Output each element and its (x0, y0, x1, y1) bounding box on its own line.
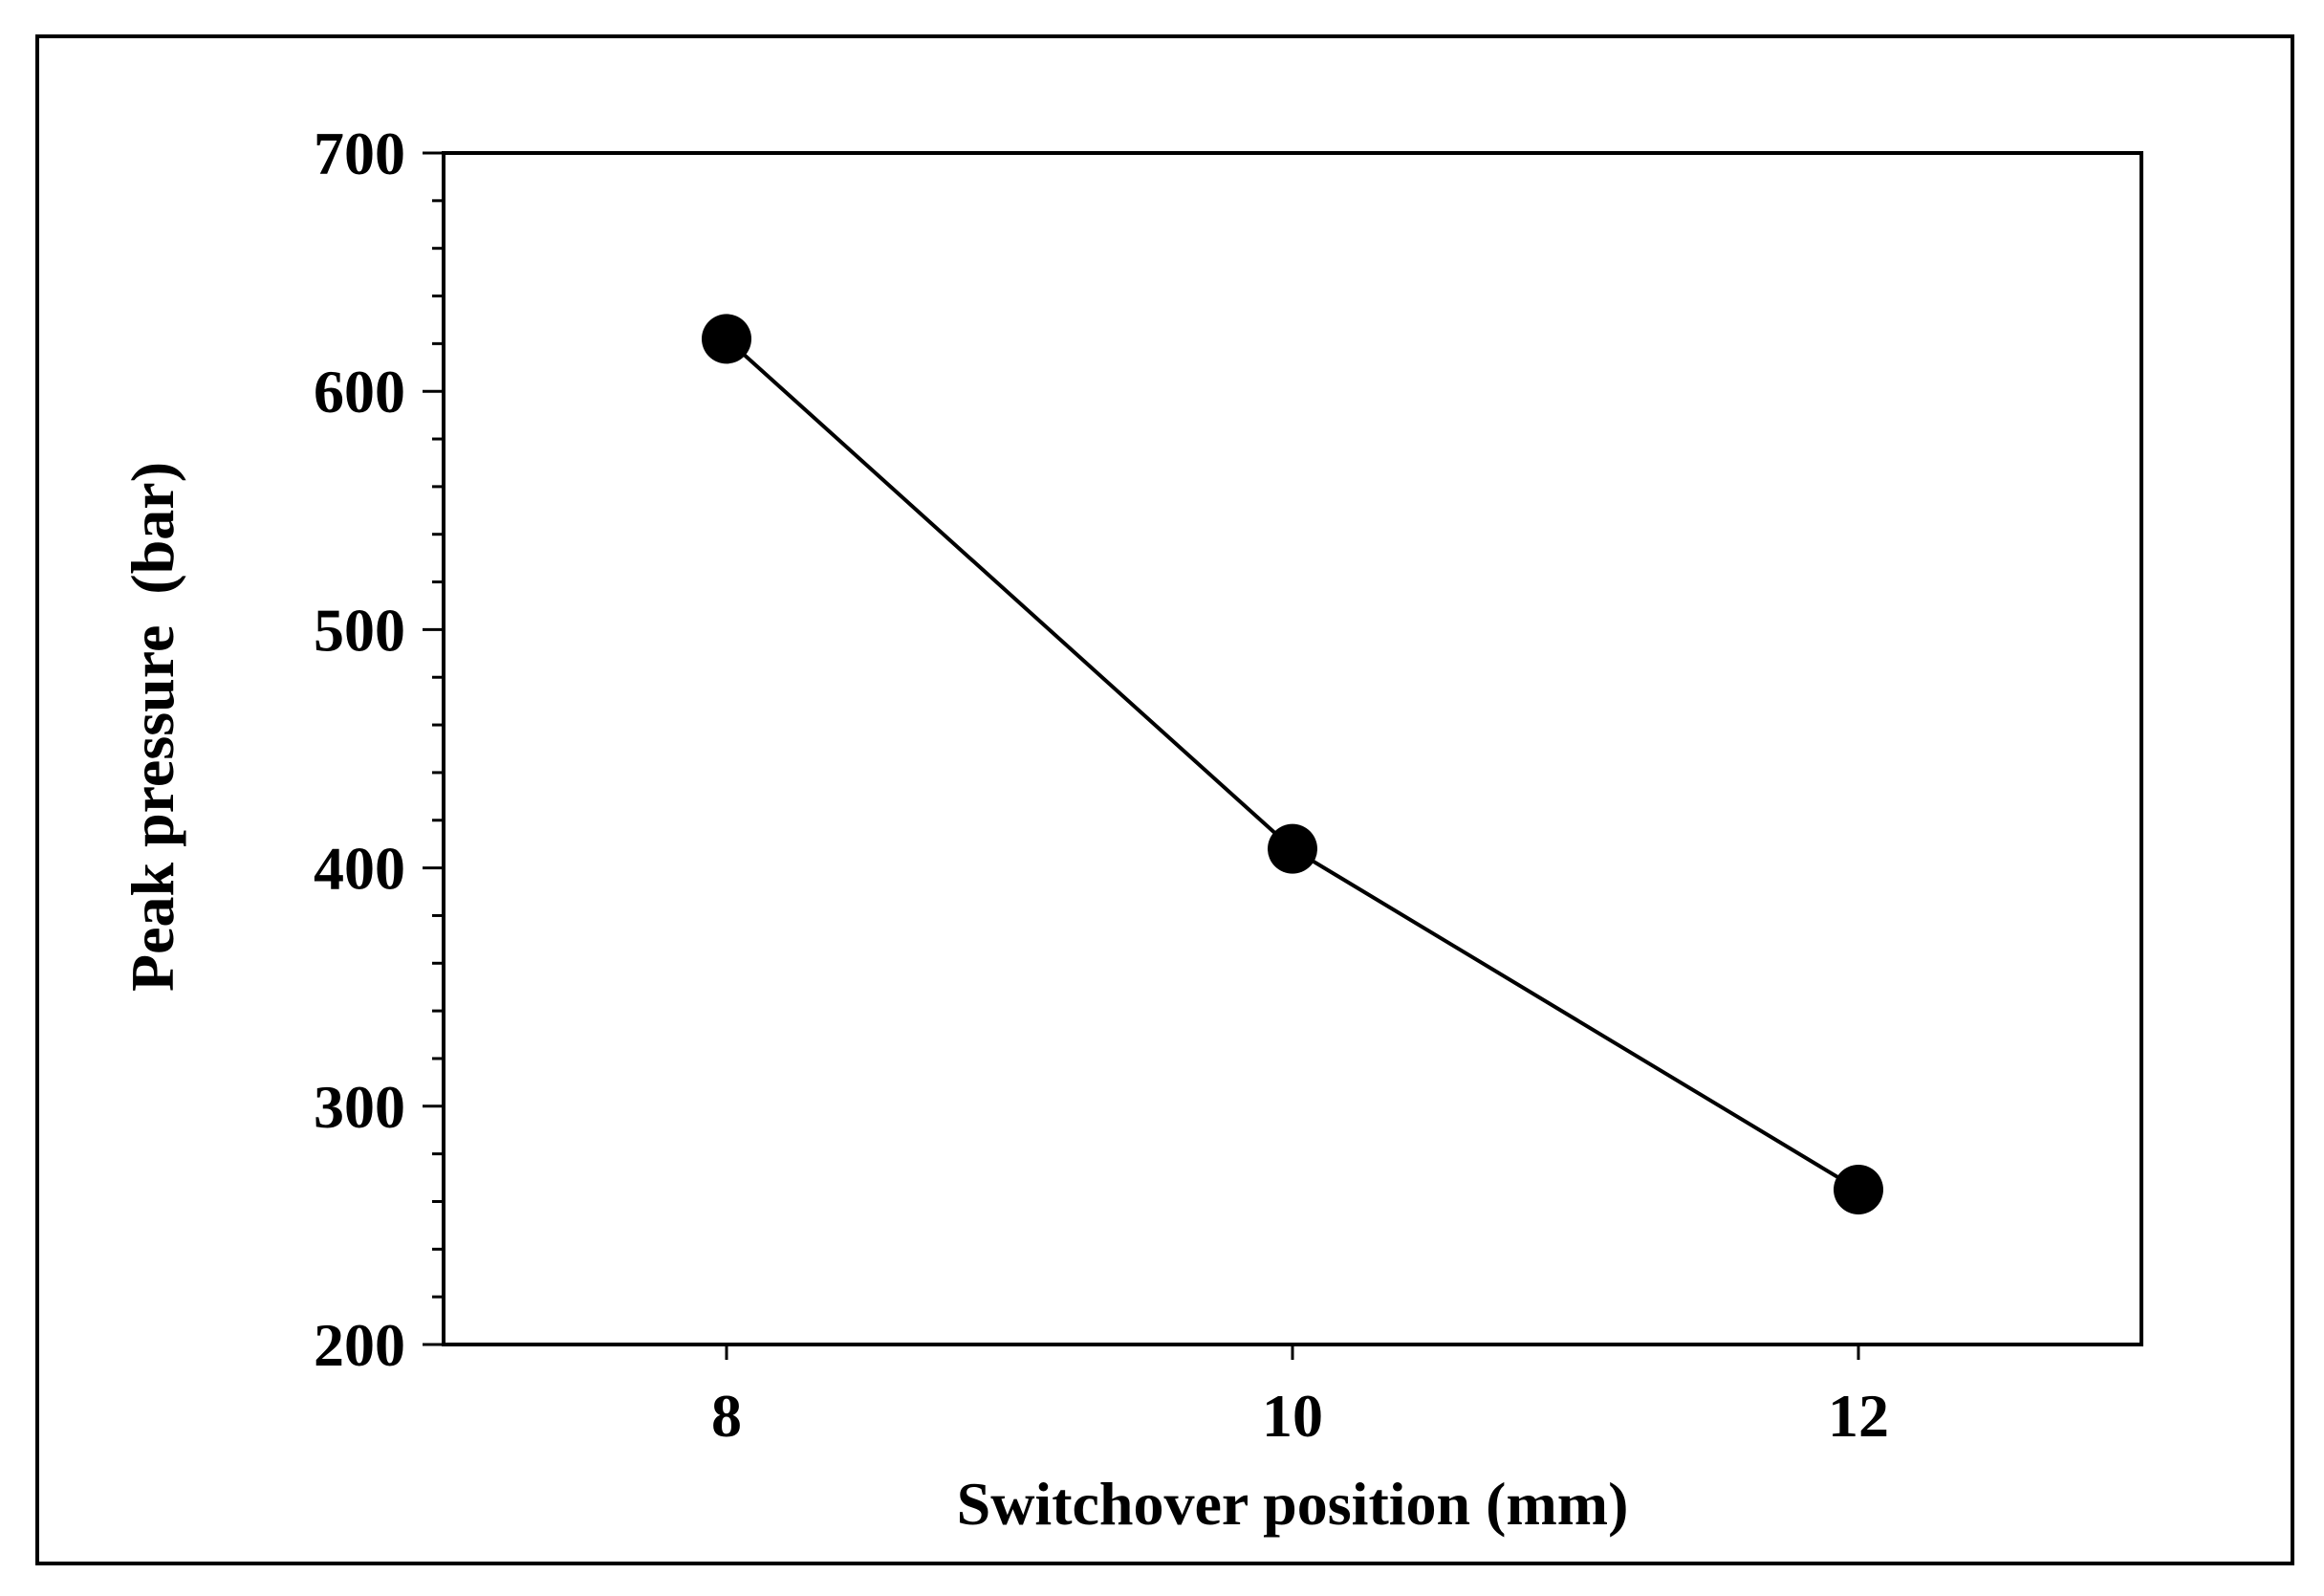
y-tick-label: 400 (314, 835, 405, 903)
plot-area (442, 151, 2143, 1346)
y-axis-title: Peak pressure (bar) (119, 462, 186, 992)
y-axis-ticks (423, 151, 444, 1346)
x-axis-ticks (725, 1345, 1860, 1360)
data-point (1834, 1165, 1883, 1215)
y-tick-label: 700 (314, 120, 405, 187)
x-tick-label: 12 (1828, 1382, 1889, 1450)
chart-frame (35, 34, 2294, 1565)
y-tick-label: 600 (314, 358, 405, 426)
y-axis-tick-labels: 200 300 400 500 600 700 (314, 120, 405, 1379)
x-axis-tick-labels: 8 10 12 (711, 1382, 1889, 1450)
y-tick-label: 500 (314, 596, 405, 664)
x-tick-label: 8 (711, 1382, 742, 1450)
y-tick-label: 300 (314, 1073, 405, 1141)
x-tick-label: 10 (1262, 1382, 1323, 1450)
series-line (725, 337, 1860, 1192)
data-point (1268, 823, 1317, 874)
x-axis-title: Switchover position (mm) (957, 1470, 1629, 1538)
data-point (702, 314, 751, 364)
series-points (702, 314, 1883, 1215)
y-tick-label: 200 (314, 1311, 405, 1379)
series-lines (725, 337, 1860, 1192)
